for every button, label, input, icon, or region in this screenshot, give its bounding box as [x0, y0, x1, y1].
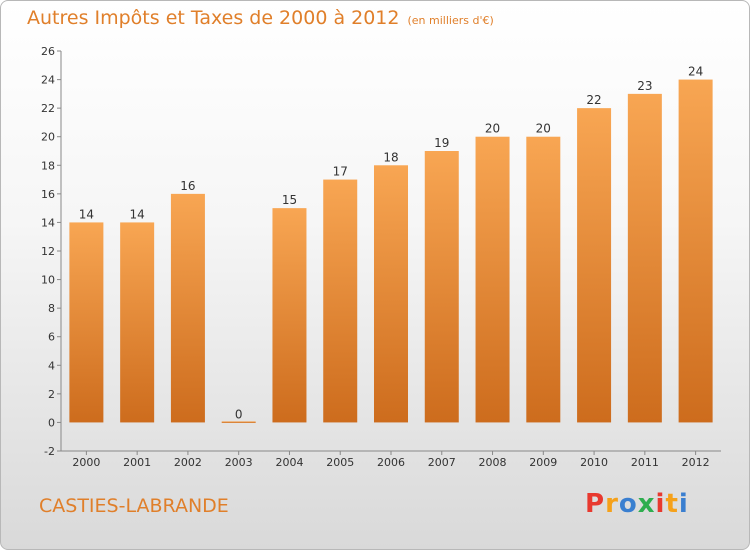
y-tick-label: 24 — [41, 74, 55, 87]
y-tick-label: 22 — [41, 102, 55, 115]
x-tick-label: 2011 — [631, 456, 659, 469]
bar — [272, 208, 307, 423]
y-tick-label: 14 — [41, 216, 55, 229]
data-label: 24 — [688, 65, 703, 79]
logo-letter: r — [605, 489, 619, 519]
y-tick-label: -2 — [44, 445, 55, 458]
logo-letter: o — [618, 489, 638, 519]
bar — [69, 222, 104, 423]
x-tick-label: 2003 — [225, 456, 253, 469]
data-label: 19 — [434, 136, 449, 150]
data-label: 22 — [586, 93, 601, 107]
y-tick-label: 2 — [48, 388, 55, 401]
y-tick-label: 20 — [41, 131, 55, 144]
x-tick-label: 2006 — [377, 456, 405, 469]
bar — [526, 136, 561, 423]
data-label: 14 — [130, 207, 145, 221]
bar — [323, 179, 358, 423]
chart-unit: (en milliers d'€) — [407, 14, 494, 27]
bar — [374, 165, 408, 423]
x-tick-label: 2000 — [72, 456, 100, 469]
data-label: 15 — [282, 193, 297, 207]
y-tick-label: 6 — [48, 331, 55, 344]
bar — [475, 136, 510, 423]
logo-letter: t — [665, 489, 679, 519]
logo-letter: i — [655, 489, 666, 519]
bar — [577, 108, 612, 423]
data-label: 17 — [333, 165, 348, 179]
data-label: 0 — [235, 407, 243, 421]
data-label: 20 — [485, 122, 500, 136]
proxiti-logo: Proxiti — [585, 489, 689, 519]
chart-title-text: Autres Impôts et Taxes de 2000 à 2012 — [27, 7, 400, 29]
bar — [678, 79, 713, 423]
x-tick-label: 2008 — [479, 456, 507, 469]
y-tick-label: 8 — [48, 302, 55, 315]
x-tick-label: 2007 — [428, 456, 456, 469]
x-tick-label: 2002 — [174, 456, 202, 469]
logo-letter: x — [637, 489, 656, 519]
plot-area: -202468101214161820222426200014200114200… — [41, 45, 721, 469]
y-tick-label: 18 — [41, 159, 55, 172]
x-tick-label: 2005 — [326, 456, 354, 469]
chart-title: Autres Impôts et Taxes de 2000 à 2012 (en… — [27, 7, 494, 29]
x-tick-label: 2009 — [529, 456, 557, 469]
data-label: 14 — [79, 207, 94, 221]
bar — [221, 421, 256, 423]
y-tick-label: 12 — [41, 245, 55, 258]
y-tick-label: 4 — [48, 359, 55, 372]
city-name: CASTIES-LABRANDE — [39, 495, 229, 517]
bar — [120, 222, 155, 423]
logo-letter: P — [585, 489, 606, 519]
bar — [170, 193, 205, 423]
data-label: 16 — [180, 179, 195, 193]
logo-letter: i — [678, 489, 689, 519]
x-tick-label: 2010 — [580, 456, 608, 469]
y-tick-label: 10 — [41, 274, 55, 287]
y-tick-label: 26 — [41, 45, 55, 58]
x-tick-label: 2012 — [682, 456, 710, 469]
data-label: 18 — [383, 150, 398, 164]
data-label: 20 — [536, 122, 551, 136]
bar — [627, 93, 662, 423]
x-tick-label: 2004 — [275, 456, 303, 469]
y-tick-label: 0 — [48, 416, 55, 429]
y-tick-label: 16 — [41, 188, 55, 201]
x-tick-label: 2001 — [123, 456, 151, 469]
bar — [424, 151, 459, 423]
data-label: 23 — [637, 79, 652, 93]
